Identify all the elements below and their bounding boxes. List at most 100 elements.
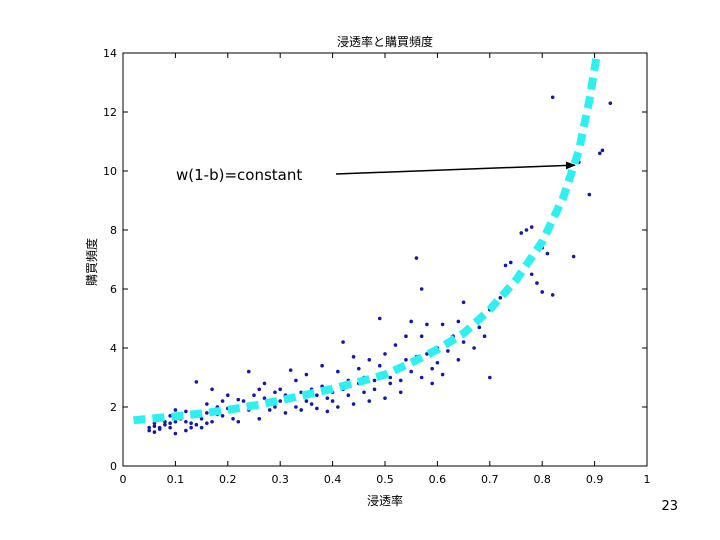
data-point xyxy=(236,397,241,402)
data-point xyxy=(273,390,277,395)
x-tick-label: 0.7 xyxy=(481,473,499,486)
data-point xyxy=(377,363,382,368)
data-point xyxy=(440,372,445,377)
data-point xyxy=(220,399,225,403)
y-tick-label: 8 xyxy=(110,224,117,237)
y-tick-label: 14 xyxy=(103,47,117,60)
x-tick-label: 0.9 xyxy=(586,473,604,486)
data-point xyxy=(231,417,235,421)
y-axis-label: 購買頻度 xyxy=(84,238,99,286)
data-point xyxy=(419,375,424,380)
data-point xyxy=(367,399,372,403)
data-point xyxy=(205,411,209,415)
data-point xyxy=(545,251,550,256)
data-point xyxy=(168,414,172,418)
y-tick-label: 12 xyxy=(103,106,117,119)
x-tick-label: 0.1 xyxy=(167,473,185,486)
y-tick-label: 10 xyxy=(103,165,117,178)
x-tick-label: 0.6 xyxy=(429,473,447,486)
data-point xyxy=(388,375,393,380)
data-point xyxy=(587,192,592,197)
data-point xyxy=(571,254,576,259)
y-tick-label: 2 xyxy=(110,401,117,414)
data-point xyxy=(262,381,267,386)
data-point xyxy=(524,228,529,232)
data-point xyxy=(210,387,214,392)
x-tick-label: 1 xyxy=(644,473,651,486)
data-point xyxy=(157,427,162,431)
data-point xyxy=(430,381,434,386)
data-point xyxy=(461,300,466,305)
data-point xyxy=(498,296,503,300)
x-tick-label: 0.8 xyxy=(533,473,551,486)
data-point xyxy=(477,325,482,330)
annotation: w(1-b)=constant xyxy=(176,161,576,184)
data-point xyxy=(210,419,214,424)
data-point xyxy=(383,352,387,356)
data-point xyxy=(362,390,366,395)
data-point xyxy=(173,408,178,412)
data-point xyxy=(163,422,167,427)
data-point xyxy=(152,430,157,434)
data-point xyxy=(283,411,288,415)
data-point xyxy=(519,231,524,235)
data-point xyxy=(199,417,204,421)
data-point xyxy=(540,290,544,294)
data-point xyxy=(184,428,188,433)
data-point xyxy=(472,346,476,350)
data-point xyxy=(446,349,450,353)
data-point xyxy=(330,399,335,403)
data-point xyxy=(325,409,330,414)
data-point xyxy=(377,316,382,321)
data-point xyxy=(262,396,267,400)
data-point xyxy=(320,363,324,368)
data-point xyxy=(267,408,272,412)
data-point xyxy=(341,340,345,344)
data-point xyxy=(419,334,424,339)
data-point xyxy=(294,405,298,409)
plot-area xyxy=(122,52,648,467)
data-point xyxy=(461,340,466,344)
y-tick-label: 0 xyxy=(110,460,117,473)
data-point xyxy=(456,319,461,324)
data-point xyxy=(184,409,188,414)
data-point xyxy=(205,402,209,406)
data-point xyxy=(220,414,225,418)
data-point xyxy=(273,405,277,409)
data-point xyxy=(236,419,241,424)
data-point xyxy=(205,421,209,426)
data-point xyxy=(173,431,178,436)
data-point xyxy=(388,381,393,386)
data-point xyxy=(419,287,424,291)
data-point xyxy=(288,368,293,372)
x-tick-label: 0.3 xyxy=(271,473,289,486)
data-point xyxy=(278,387,283,392)
data-point xyxy=(257,417,262,421)
data-point xyxy=(404,334,408,339)
data-point xyxy=(346,393,351,398)
data-point xyxy=(351,355,356,359)
data-point xyxy=(367,358,372,362)
data-point xyxy=(194,380,199,384)
x-tick-label: 0.5 xyxy=(376,473,394,486)
data-point xyxy=(482,334,487,339)
data-point xyxy=(372,387,377,392)
data-point xyxy=(508,260,513,265)
data-point xyxy=(257,387,262,392)
x-tick-label: 0.4 xyxy=(324,473,342,486)
data-point xyxy=(372,378,377,383)
data-point xyxy=(608,101,613,105)
data-point xyxy=(304,372,309,377)
data-point xyxy=(600,148,605,153)
data-point xyxy=(529,272,534,277)
data-point xyxy=(315,393,319,398)
fitted-curve xyxy=(133,52,602,425)
data-point xyxy=(299,408,303,412)
data-point xyxy=(199,425,204,430)
curve-line xyxy=(133,52,602,425)
data-point xyxy=(550,293,555,297)
data-point xyxy=(598,151,602,156)
data-point xyxy=(189,421,193,426)
x-axis: 0 0.1 0.2 0.3 0.4 0.5 0.6 0.7 0.8 0.9 1 xyxy=(120,53,651,486)
